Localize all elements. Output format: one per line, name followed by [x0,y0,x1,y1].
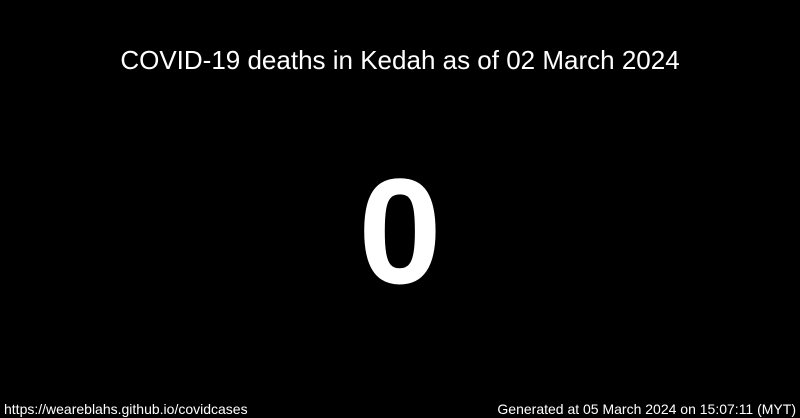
source-url: https://weareblahs.github.io/covidcases [4,401,248,417]
page-title: COVID-19 deaths in Kedah as of 02 March … [120,45,680,75]
death-count: 0 [358,147,442,315]
generated-timestamp: Generated at 05 March 2024 on 15:07:11 (… [497,401,796,417]
